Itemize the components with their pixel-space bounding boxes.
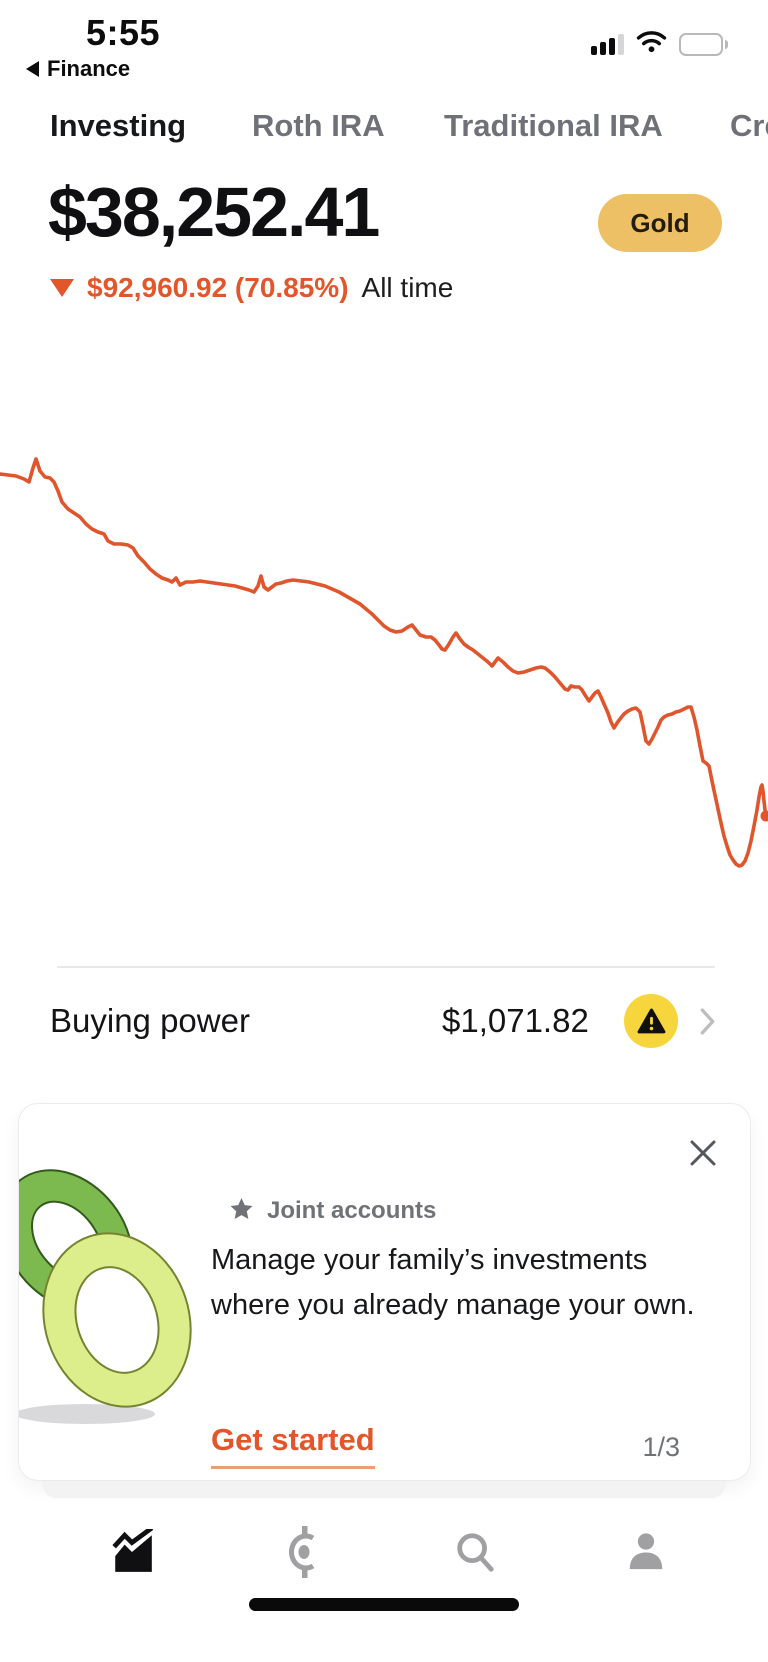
- close-icon[interactable]: [688, 1138, 718, 1168]
- area-chart-icon: [110, 1525, 156, 1580]
- chevron-right-icon[interactable]: [700, 1008, 715, 1040]
- change-amount: $92,960.92 (70.85%): [87, 272, 349, 303]
- status-icons: [591, 30, 728, 58]
- portfolio-chart[interactable]: [0, 0, 768, 900]
- magnifier-icon: [453, 1530, 497, 1579]
- gold-badge[interactable]: Gold: [598, 194, 722, 252]
- change-period: All time: [361, 272, 454, 303]
- nav-account[interactable]: [618, 1526, 674, 1582]
- buying-power-label: Buying power: [50, 1002, 250, 1039]
- tab-credit-truncated[interactable]: Cre: [730, 108, 768, 143]
- home-indicator[interactable]: [249, 1598, 519, 1611]
- back-triangle-icon: [26, 61, 39, 77]
- next-card-peek: [42, 1481, 726, 1498]
- card-pagination: 1/3: [642, 1432, 680, 1462]
- range-selector: D 1W 1M 3M YTD 1Y ALL: [0, 894, 768, 944]
- joint-accounts-card[interactable]: Joint accounts Manage your family’s inve…: [18, 1103, 751, 1481]
- interlocked-rings-illustration: [19, 1132, 220, 1437]
- nav-investing[interactable]: [105, 1525, 161, 1582]
- person-icon: [625, 1531, 667, 1578]
- crypto-coin-icon: [281, 1525, 327, 1583]
- card-body-text: Manage your family’s investments where y…: [211, 1244, 695, 1321]
- nav-crypto[interactable]: [276, 1525, 332, 1583]
- portfolio-change-row: $92,960.92 (70.85%) All time: [50, 272, 453, 304]
- portfolio-line: [0, 457, 768, 868]
- buying-power-value: $1,071.82: [442, 1002, 589, 1039]
- cellular-signal-icon: [591, 33, 624, 55]
- tab-investing[interactable]: Investing: [50, 108, 187, 143]
- nav-search[interactable]: [447, 1526, 503, 1582]
- tab-traditional-ira[interactable]: Traditional IRA: [444, 108, 663, 143]
- battery-icon: [679, 32, 728, 56]
- star-icon: [228, 1196, 255, 1223]
- status-time: 5:55: [86, 12, 161, 53]
- back-label: Finance: [47, 56, 131, 81]
- tab-roth-ira[interactable]: Roth IRA: [252, 108, 385, 143]
- wifi-icon: [636, 30, 667, 58]
- chart-end-dot: [760, 810, 768, 822]
- down-triangle-icon: [50, 279, 74, 297]
- warning-triangle-icon[interactable]: [624, 994, 678, 1048]
- portfolio-value: $38,252.41: [48, 173, 380, 251]
- card-title: Joint accounts: [267, 1197, 437, 1224]
- back-button[interactable]: Finance: [26, 56, 130, 82]
- get-started-link[interactable]: Get started: [211, 1422, 375, 1469]
- section-divider: [57, 966, 715, 968]
